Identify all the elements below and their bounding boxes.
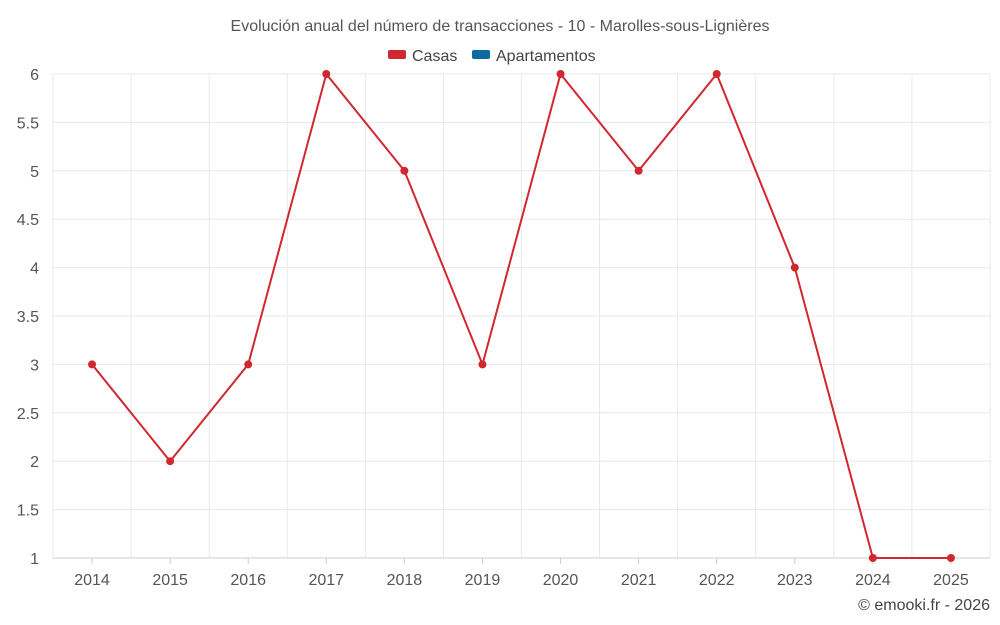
y-tick-label: 3	[30, 357, 39, 374]
y-tick-label: 6	[30, 67, 39, 84]
y-tick-label: 2	[30, 454, 39, 471]
x-tick-label: 2016	[230, 572, 266, 589]
legend-item-casas[interactable]: Casas	[388, 48, 457, 65]
x-tick-label: 2025	[933, 572, 969, 589]
y-tick-label: 5	[30, 164, 39, 181]
series	[88, 70, 955, 562]
x-tick-label: 2015	[152, 572, 188, 589]
y-tick-label: 2.5	[17, 406, 39, 423]
data-point[interactable]	[400, 166, 409, 175]
legend-label-casas: Casas	[412, 48, 457, 65]
y-tick-label: 4	[30, 261, 39, 278]
chart-title: Evolución anual del número de transaccio…	[231, 18, 770, 35]
x-tick-label: 2023	[777, 572, 813, 589]
x-tick-label: 2018	[387, 572, 423, 589]
data-point[interactable]	[88, 360, 97, 369]
y-tick-label: 4.5	[17, 212, 39, 229]
y-tick-label: 1.5	[17, 503, 39, 520]
x-tick-label: 2024	[855, 572, 891, 589]
x-tick-label: 2017	[308, 572, 344, 589]
x-tick-label: 2019	[465, 572, 501, 589]
legend-swatch-apartamentos	[472, 50, 490, 59]
credit-text: © emooki.fr - 2026	[858, 597, 990, 614]
y-tick-label: 5.5	[17, 115, 39, 132]
x-tick-label: 2014	[74, 572, 110, 589]
data-point[interactable]	[712, 70, 721, 78]
legend-label-apartamentos: Apartamentos	[496, 48, 596, 65]
x-tick-label: 2020	[543, 572, 579, 589]
data-point[interactable]	[868, 554, 877, 562]
x-tick-label: 2021	[621, 572, 657, 589]
data-point[interactable]	[556, 70, 565, 78]
data-point[interactable]	[478, 360, 487, 369]
legend-swatch-casas	[388, 50, 406, 59]
data-point[interactable]	[244, 360, 253, 369]
x-tick-label: 2022	[699, 572, 735, 589]
data-point[interactable]	[634, 166, 643, 175]
grid	[52, 73, 991, 559]
data-point[interactable]	[322, 70, 331, 78]
legend-item-apartamentos[interactable]: Apartamentos	[472, 48, 596, 65]
series-line-casas	[91, 73, 951, 559]
data-point[interactable]	[166, 457, 175, 466]
y-tick-label: 1	[30, 551, 39, 568]
axes: 1 1.5 2 2.5 3 3.5 4 4.5 5 5.5 6 2014 2015 2016 2017 201…	[17, 67, 990, 589]
data-point[interactable]	[946, 554, 955, 562]
data-point[interactable]	[790, 263, 799, 272]
legend: Casas Apartamentos	[388, 48, 596, 65]
y-tick-label: 3.5	[17, 309, 39, 326]
